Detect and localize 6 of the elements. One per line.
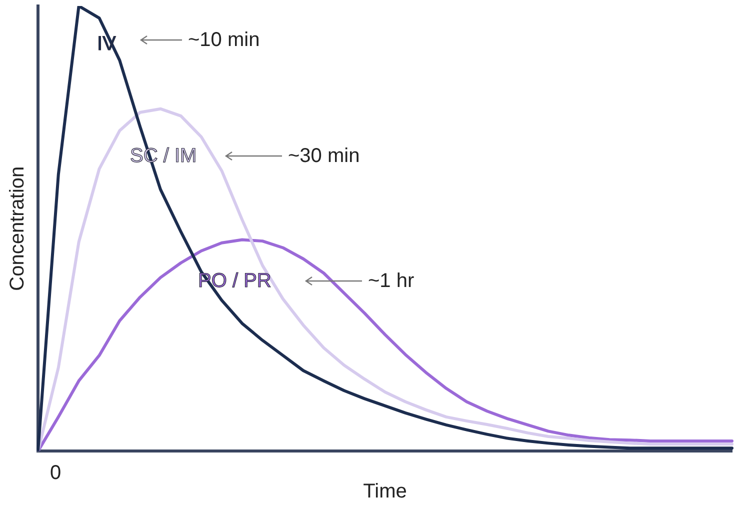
annotation: ~30 min <box>288 145 360 167</box>
x-axis-title: Time <box>363 480 407 503</box>
annotation: ~1 hr <box>368 270 414 292</box>
annotation: ~10 min <box>188 29 260 51</box>
text: 0 <box>50 462 62 484</box>
y-axis-title: Concentration <box>6 166 29 291</box>
